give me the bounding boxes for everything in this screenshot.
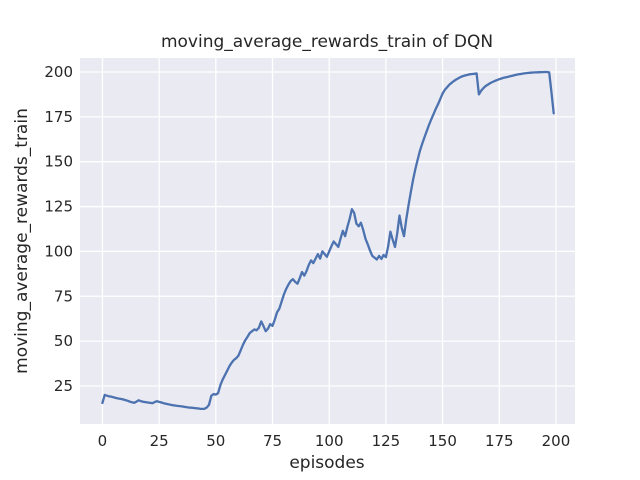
y-tick-label: 175 — [44, 108, 73, 126]
x-tick-label: 125 — [372, 432, 401, 450]
y-tick-label: 125 — [44, 198, 73, 216]
x-tick-label: 50 — [206, 432, 225, 450]
y-tick-label: 100 — [44, 242, 73, 260]
chart-title: moving_average_rewards_train of DQN — [161, 32, 493, 52]
data-line-moving_average_rewards_train — [101, 70, 555, 411]
plot-area — [80, 58, 575, 424]
x-tick-label: 200 — [542, 432, 571, 450]
y-tick-label: 50 — [54, 332, 73, 350]
x-tick-label: 0 — [98, 432, 108, 450]
x-tick-label: 25 — [150, 432, 169, 450]
x-tick-label: 175 — [485, 432, 514, 450]
y-axis-label: moving_average_rewards_train — [12, 108, 32, 374]
x-tick-label: 75 — [263, 432, 282, 450]
y-tick-label: 25 — [54, 377, 73, 395]
x-axis-label: episodes — [289, 453, 364, 473]
x-tick-label: 100 — [315, 432, 344, 450]
y-tick-label: 75 — [54, 287, 73, 305]
y-tick-label: 150 — [44, 153, 73, 171]
y-tick-label: 200 — [44, 63, 73, 81]
x-tick-label: 150 — [428, 432, 457, 450]
